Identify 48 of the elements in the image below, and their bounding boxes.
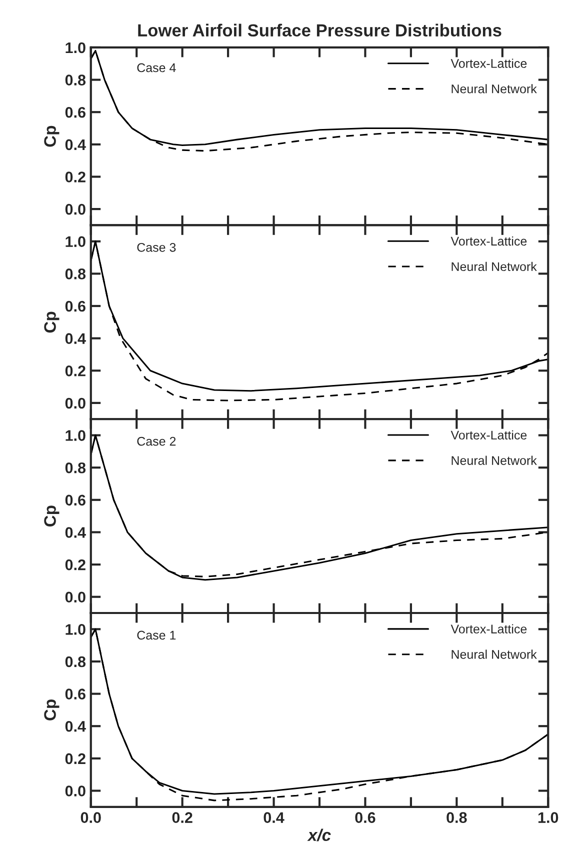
y-tick-label: 0.0 [65, 204, 86, 215]
y-axis-title: Cp [44, 700, 60, 720]
x-tick-label: 0.4 [264, 812, 284, 823]
annotation: Case 4 [137, 63, 176, 72]
legend-label: Neural Network [452, 650, 537, 659]
y-tick-label: 0.4 [65, 720, 86, 732]
x-tick-label: 0.2 [172, 812, 192, 823]
y-tick-label: 0.0 [65, 786, 86, 796]
y-tick-label: 0.0 [65, 398, 86, 409]
y-tick-label: 0.8 [65, 268, 86, 280]
y-tick-label: 0.2 [65, 559, 86, 570]
x-tick-label: 0.8 [446, 812, 467, 823]
y-tick-label: 0.4 [65, 139, 86, 150]
y-tick-label: 1.0 [66, 430, 86, 441]
x-tick-label: 0.6 [355, 812, 376, 823]
legend-label: Neural Network [452, 262, 537, 272]
y-axis-title: Cp [44, 126, 60, 147]
y-axis-title: Cp [44, 506, 60, 526]
y-tick-label: 0.0 [65, 592, 86, 603]
x-tick-label: 1.0 [538, 812, 558, 823]
y-tick-label: 0.6 [65, 300, 86, 312]
legend-label: Vortex-Lattice [450, 430, 527, 440]
y-tick-label: 0.4 [65, 333, 86, 344]
y-axis-title: Cp [44, 312, 60, 333]
y-tick-label: 0.6 [65, 494, 86, 506]
y-tick-label: 0.8 [65, 462, 86, 474]
chart-title: Lower Airfoil Surface Pressure Distributions [138, 24, 502, 37]
legend-label: Neural Network [452, 84, 537, 94]
y-tick-label: 1.0 [66, 42, 86, 54]
annotation: Case 3 [137, 242, 176, 252]
annotation: Case 1 [137, 630, 176, 640]
x-tick-label: 0.0 [80, 812, 101, 823]
y-tick-label: 0.2 [65, 366, 86, 376]
y-tick-label: 0.6 [65, 688, 86, 700]
y-tick-label: 1.0 [66, 236, 86, 248]
legend-label: Neural Network [452, 456, 537, 465]
legend-label: Vortex-Lattice [450, 236, 527, 246]
annotation: Case 2 [137, 436, 176, 446]
legend-label: Vortex-Lattice [450, 58, 527, 68]
y-tick-label: 1.0 [66, 624, 86, 635]
x-axis-title: x/c [307, 828, 331, 842]
y-tick-label: 0.2 [65, 753, 86, 764]
y-tick-label: 0.4 [65, 527, 86, 538]
legend-label: Vortex-Lattice [450, 624, 527, 634]
y-tick-label: 0.8 [65, 656, 86, 668]
y-tick-label: 0.6 [65, 106, 86, 118]
y-tick-label: 0.2 [65, 172, 86, 182]
y-tick-label: 0.8 [65, 74, 86, 86]
